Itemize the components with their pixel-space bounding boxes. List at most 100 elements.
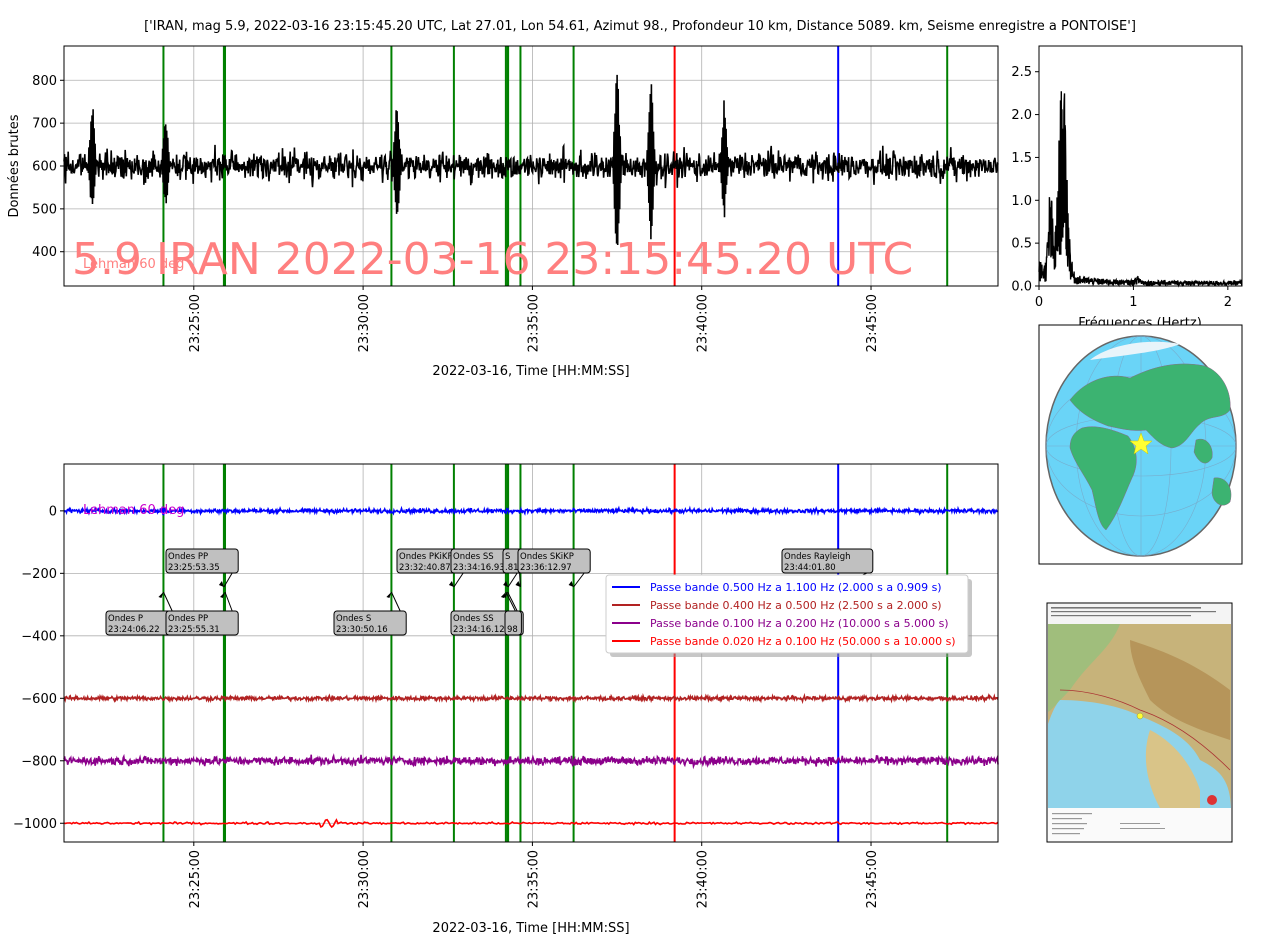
annotation-arrowhead: [568, 581, 574, 587]
raw-y-tick-label: 600: [32, 160, 57, 175]
annotation-text: 23:25:55.31: [168, 625, 220, 635]
annotation-box: [165, 548, 239, 574]
raw-x-ticks: 23:25:00 23:30:00 23:35:00 23:40:00 23:45:00: [188, 286, 880, 352]
spectrum-x-tick-label: 0: [1035, 295, 1043, 310]
filtered-y-tick-label: −800: [21, 754, 57, 769]
raw-y-tick-label: 700: [32, 117, 57, 132]
spectrum-y-tick-label: 0.0: [1011, 280, 1032, 295]
annotation-arrow: [162, 591, 173, 612]
annotation-text: 23:36:12.97: [520, 563, 572, 573]
filtered-series-line: [63, 692, 999, 705]
annotation-arrowhead: [386, 592, 392, 598]
spectrum-x-tick-label: 1: [1129, 295, 1137, 310]
legend-box: [605, 574, 969, 654]
annotation-text: Ondes S: [336, 614, 371, 624]
annotation-box: [165, 610, 239, 636]
annotation-arrowhead: [503, 581, 509, 587]
legend-entry: Passe bande 0.100 Hz a 0.200 Hz (10.000 …: [650, 617, 949, 630]
annotation-arrow: [507, 591, 518, 612]
annotation-box: [517, 548, 591, 574]
filtered-x-tick-label: 23:35:00: [526, 850, 541, 908]
annotation-arrowhead: [515, 581, 521, 587]
annotation-text: Ondes PP: [168, 552, 208, 562]
annotation-text: 23:24:06.22: [108, 625, 160, 635]
phase-annotation: Ondes S23:30:50.16: [333, 591, 407, 636]
raw-y-tick-label: 800: [32, 74, 57, 89]
raw-x-tick-label: 23:40:00: [696, 294, 711, 352]
raw-x-axis-label: 2022-03-16, Time [HH:MM:SS]: [432, 364, 629, 379]
annotation-arrow: [573, 572, 585, 588]
spectrum-y-ticks: 0.0 0.5 1.0 1.5 2.0 2.5: [1011, 65, 1039, 295]
filtered-y-tick-label: −400: [21, 629, 57, 644]
legend-entry: Passe bande 0.400 Hz a 0.500 Hz (2.500 s…: [650, 599, 942, 612]
filtered-x-tick-label: 23:40:00: [696, 850, 711, 908]
raw-x-tick-label: 23:25:00: [188, 294, 203, 352]
regional-map-inset: [1046, 602, 1233, 843]
annotation-arrow: [223, 572, 233, 588]
spectrum-x-ticks: 0 1 2: [1035, 286, 1232, 310]
raw-x-tick-label: 23:35:00: [526, 294, 541, 352]
epicenter-star-icon: [1129, 432, 1153, 455]
filtered-x-tick-label: 23:30:00: [357, 850, 372, 908]
filtered-x-axis-label: 2022-03-16, Time [HH:MM:SS]: [432, 921, 629, 936]
annotation-text: S: [505, 552, 510, 562]
annotation-text: Ondes PP: [168, 614, 208, 624]
filtered-x-tick-label: 23:25:00: [188, 850, 203, 908]
spectrum-y-tick-label: 1.5: [1011, 151, 1032, 166]
filtered-y-tick-label: −200: [21, 567, 57, 582]
filtered-series-lines: [63, 505, 999, 829]
annotation-text: Ondes PKiKP: [399, 552, 453, 562]
annotation-box: [781, 548, 874, 574]
raw-y-tick-label: 500: [32, 202, 57, 217]
filtered-x-ticks: 23:25:00 23:30:00 23:35:00 23:40:00 23:45:00: [188, 842, 880, 908]
annotation-text: Ondes Rayleigh: [784, 552, 851, 562]
annotation-text: 23:44:01.80: [784, 563, 836, 573]
annotation-text: Ondes SS: [453, 614, 494, 624]
figure-title: ['IRAN, mag 5.9, 2022-03-16 23:15:45.20 …: [144, 19, 1136, 34]
spectrum-y-tick-label: 2.0: [1011, 108, 1032, 123]
filtered-series-line: [63, 818, 999, 829]
annotation-arrowhead: [220, 592, 226, 598]
annotation-text: Ondes SKiKP: [520, 552, 574, 562]
annotation-arrow: [390, 591, 401, 612]
filtered-series-line: [63, 753, 999, 770]
raw-x-tick-label: 23:45:00: [865, 294, 880, 352]
filtered-y-tick-label: 0: [49, 504, 57, 519]
filtered-series-line: [63, 505, 999, 517]
annotation-arrow: [505, 591, 516, 612]
raw-y-axis-label: Données brutes: [7, 114, 22, 217]
annotation-arrowhead: [158, 592, 164, 598]
spectrum-line: [1038, 91, 1243, 288]
raw-y-ticks: 400 500 600 700 800: [32, 74, 64, 260]
annotation-text: 23:34:16.93: [453, 563, 505, 573]
annotation-box: [333, 610, 407, 636]
annotation-text: Ondes P: [108, 614, 143, 624]
spectrum-y-tick-label: 2.5: [1011, 65, 1032, 80]
annotation-arrow: [453, 572, 464, 588]
phase-annotation: 98: [500, 591, 522, 636]
filtered-traces-panel: Lehman 60 deg Ondes P23:24:06.22 Ondes PP…: [13, 463, 999, 936]
raw-trace-panel: 5.9 IRAN 2022-03-16 23:15:45.20 UTC Lehm…: [7, 45, 999, 379]
raw-lehman-label: Lehman 60 deg: [83, 257, 184, 272]
raw-y-tick-label: 400: [32, 245, 57, 260]
event-overlay-text: 5.9 IRAN 2022-03-16 23:15:45.20 UTC: [72, 234, 913, 285]
raw-trace-line: [63, 74, 999, 246]
annotation-text: 23:30:50.16: [336, 625, 388, 635]
annotation-text: 98: [507, 625, 518, 635]
filtered-x-tick-label: 23:45:00: [865, 850, 880, 908]
legend-entry: Passe bande 0.500 Hz a 1.100 Hz (2.000 s…: [650, 581, 942, 594]
annotation-text: 23:34:16.12: [453, 625, 505, 635]
annotation-text: 23:25:53.35: [168, 563, 220, 573]
globe-map-inset: [1038, 324, 1243, 565]
spectrum-x-tick-label: 2: [1224, 295, 1232, 310]
filtered-y-tick-label: −600: [21, 692, 57, 707]
annotation-arrow: [507, 572, 518, 588]
annotation-arrowhead: [500, 592, 506, 598]
annotation-arrow: [519, 572, 521, 588]
annotation-box: [504, 610, 522, 636]
